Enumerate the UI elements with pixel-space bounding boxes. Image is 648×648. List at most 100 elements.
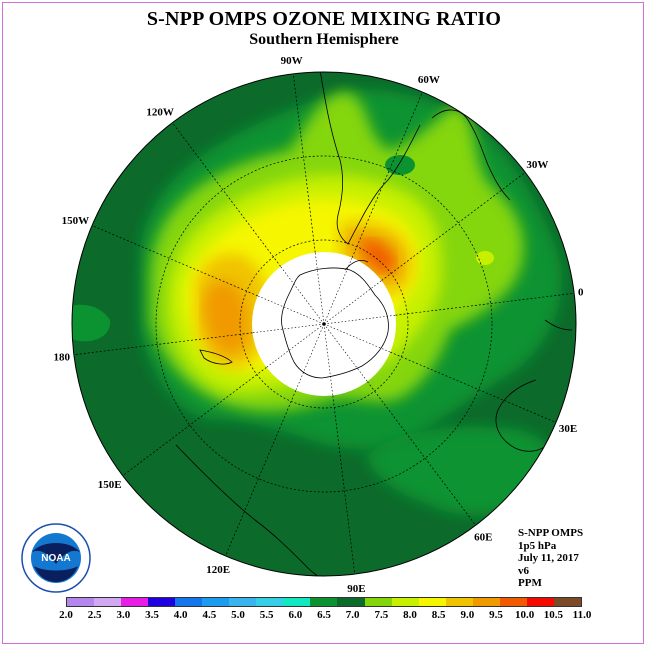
contour-patch: [476, 251, 494, 265]
meridian-line: [73, 332, 253, 356]
colorbar-swatch: [310, 598, 338, 606]
colorbar-tick-label: 6.0: [288, 609, 303, 621]
longitude-label: 180: [53, 351, 70, 363]
latitude-circles: [155, 155, 493, 493]
colorbar-tick-label: 8.5: [431, 609, 446, 621]
colorbar-swatch: [202, 598, 230, 606]
colorbar-ticks: 2.0 2.5 3.0 3.5 4.0 4.5 5.0 5.5 6.0 6.5 7.0 7.5 8.0 8…: [0, 609, 648, 623]
info-block: S-NPP OMPS 1p5 hPa July 11, 2017 v6 PPM: [518, 527, 583, 590]
meridian-lines: [73, 73, 575, 575]
colorbar-tick-label: 4.0: [173, 609, 188, 621]
meridian-line: [172, 122, 281, 267]
colorbar-swatch: [94, 598, 122, 606]
polar-meridian-line: [252, 323, 325, 334]
colorbar-swatch: [67, 598, 95, 606]
colorbar-tick-label: 2.0: [59, 609, 73, 621]
longitude-label: 150E: [98, 479, 122, 491]
colorbar-tick-label: 5.5: [259, 609, 274, 621]
south-pole-marker: [322, 322, 326, 326]
colorbar-swatch: [553, 598, 581, 606]
colorbar-tick-label: 4.5: [202, 609, 217, 621]
meridian-line: [292, 73, 316, 253]
polar-meridian-line: [323, 323, 391, 353]
noaa-logo: NOAA: [20, 522, 92, 594]
longitude-label: 90W: [281, 55, 303, 67]
colorbar-swatch: [499, 598, 527, 606]
meridian-line: [395, 292, 575, 316]
longitude-label: 60W: [418, 74, 440, 86]
colorbar-tick-label: 7.0: [345, 609, 360, 621]
colorbar-tick-label: 8.0: [403, 609, 417, 621]
meridian-line: [332, 395, 356, 575]
colorbar-swatch: [229, 598, 257, 606]
logo-text: NOAA: [41, 553, 70, 564]
colorbar-swatch: [391, 598, 419, 606]
colorbar-tick-label: 3.0: [116, 609, 131, 621]
map-title: S-NPP OMPS OZONE MIXING RATIO: [146, 8, 502, 30]
meridian-line: [225, 390, 297, 557]
colorbar-swatch: [364, 598, 392, 606]
polar-meridians: [252, 252, 396, 396]
info-version: v6: [518, 564, 529, 577]
colorbar-swatch: [121, 598, 149, 606]
longitude-label: 90E: [347, 583, 365, 595]
polar-meridian-line: [257, 295, 325, 325]
colorbar-swatch: [148, 598, 176, 606]
polar-meridian-line: [323, 280, 382, 325]
polar-meridian-line: [323, 257, 353, 325]
colorbar-tick-label: 6.5: [317, 609, 331, 621]
colorbar-swatch: [256, 598, 284, 606]
colorbar-tick-label: 9.5: [489, 609, 503, 621]
colorbar-swatch: [175, 598, 203, 606]
info-units: PPM: [518, 577, 542, 589]
colorbar-swatch: [337, 598, 365, 606]
polar-meridian-line: [266, 323, 325, 368]
longitude-label: 30E: [559, 423, 577, 435]
colorbar-swatch: [283, 598, 311, 606]
colorbar-tick-label: 2.5: [87, 609, 102, 621]
meridian-line: [351, 91, 423, 258]
polar-meridian-line: [295, 323, 325, 391]
contour-10.0-east: [362, 239, 395, 272]
contour-9.5-west: [203, 281, 248, 354]
map-subtitle: Southern Hemisphere: [249, 31, 399, 48]
colorbar-tick-label: 3.5: [145, 609, 159, 621]
antarctica-coast: [281, 260, 389, 379]
colorbar-tick-label: 5.0: [231, 609, 245, 621]
coastlines: [175, 72, 573, 576]
polar-meridian-line: [323, 314, 396, 325]
colorbar-tick-label: 7.5: [374, 609, 389, 621]
polar-meridian-line: [280, 266, 325, 325]
longitude-label: 60E: [474, 531, 492, 543]
longitude-labels: 90W 60W 30W 0 30E 60E 90E 120E 150E 180 150W 120W: [53, 55, 584, 595]
longitude-label: 0: [578, 287, 584, 299]
colorbar-tick-label: 9.0: [460, 609, 475, 621]
meridian-line: [390, 351, 557, 423]
polar-meridian-line: [314, 252, 325, 325]
info-level: 1p5 hPa: [518, 539, 557, 552]
map-boundary: [71, 71, 577, 577]
polar-meridian-line: [323, 323, 334, 396]
colorbar: [66, 597, 582, 607]
colorbar-swatch: [418, 598, 446, 606]
longitude-label: 150W: [62, 215, 90, 227]
colorbar-swatch: [472, 598, 500, 606]
colorbar-tick-label: 10.0: [515, 609, 535, 621]
longitude-label: 30W: [526, 159, 548, 171]
contour-patch: [385, 155, 415, 175]
colorbar-swatch: [526, 598, 554, 606]
info-date: July 11, 2017: [518, 552, 579, 564]
longitude-label: 120E: [206, 564, 230, 576]
contour-6.5-east: [365, 426, 558, 516]
contour-6.5-west: [72, 304, 111, 342]
colorbar-tick-label: 10.5: [543, 609, 563, 621]
meridian-line: [367, 381, 476, 526]
meridian-line: [381, 172, 526, 281]
colorbar-tick-label: 11.0: [572, 609, 592, 621]
meridian-line: [122, 367, 267, 476]
colorbar-swatch: [445, 598, 473, 606]
info-instrument: S-NPP OMPS: [518, 527, 584, 539]
meridian-line: [91, 225, 258, 297]
